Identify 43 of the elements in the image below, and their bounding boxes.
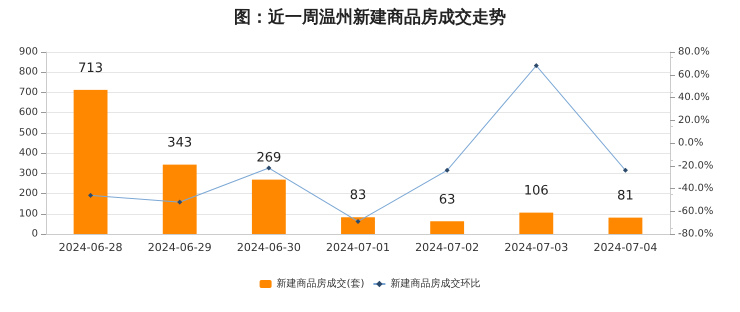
data-label: 106	[524, 184, 549, 199]
y-tick-label: 200	[18, 188, 38, 200]
x-tick-label: 2024-07-03	[504, 241, 568, 254]
y-tick-label: 0	[32, 228, 38, 240]
data-label: 343	[167, 136, 192, 151]
data-label: 713	[78, 60, 103, 76]
data-label: 83	[350, 188, 366, 204]
legend-label: 新建商品房成交环比	[390, 278, 480, 290]
y2-tick-label: -20.0%	[678, 160, 714, 172]
y-tick-label: 400	[18, 148, 38, 159]
y-tick-label: 500	[18, 127, 38, 138]
x-tick-label: 2024-07-04	[593, 241, 658, 254]
x-tick-label: 2024-07-01	[326, 241, 390, 254]
y-tick-label: 100	[18, 208, 38, 220]
y2-tick-label: 60.0%	[678, 69, 710, 80]
bar	[430, 221, 464, 234]
y-tick-label: 900	[18, 46, 38, 58]
bar	[252, 180, 286, 234]
y2-tick-label: -80.0%	[678, 228, 714, 240]
data-label: 269	[256, 150, 282, 166]
legend-label: 新建商品房成交(套)	[276, 278, 364, 290]
x-tick-label: 2024-06-28	[58, 241, 123, 254]
y2-tick-label: -40.0%	[678, 183, 714, 194]
y2-tick-label: 80.0%	[678, 46, 710, 58]
chart-title: 图：近一周温州新建商品房成交走势	[234, 8, 506, 28]
bar	[519, 212, 554, 234]
y2-tick-label: 40.0%	[678, 92, 710, 103]
y-tick-label: 800	[18, 66, 38, 78]
y-tick-label: 600	[18, 107, 38, 118]
x-tick-label: 2024-06-29	[148, 241, 212, 254]
y2-tick-label: -60.0%	[678, 206, 714, 217]
bar	[341, 217, 375, 234]
y-tick-label: 700	[18, 86, 38, 98]
x-tick-label: 2024-06-30	[236, 241, 301, 254]
data-label: 81	[617, 188, 634, 204]
bar	[162, 164, 197, 234]
data-label: 63	[438, 192, 456, 208]
y2-tick-label: 0.0%	[678, 138, 704, 148]
bar	[608, 218, 642, 234]
y2-tick-label: 20.0%	[678, 114, 710, 126]
x-tick-label: 2024-07-02	[415, 241, 480, 254]
y-tick-label: 300	[18, 168, 38, 179]
bar	[74, 90, 108, 234]
